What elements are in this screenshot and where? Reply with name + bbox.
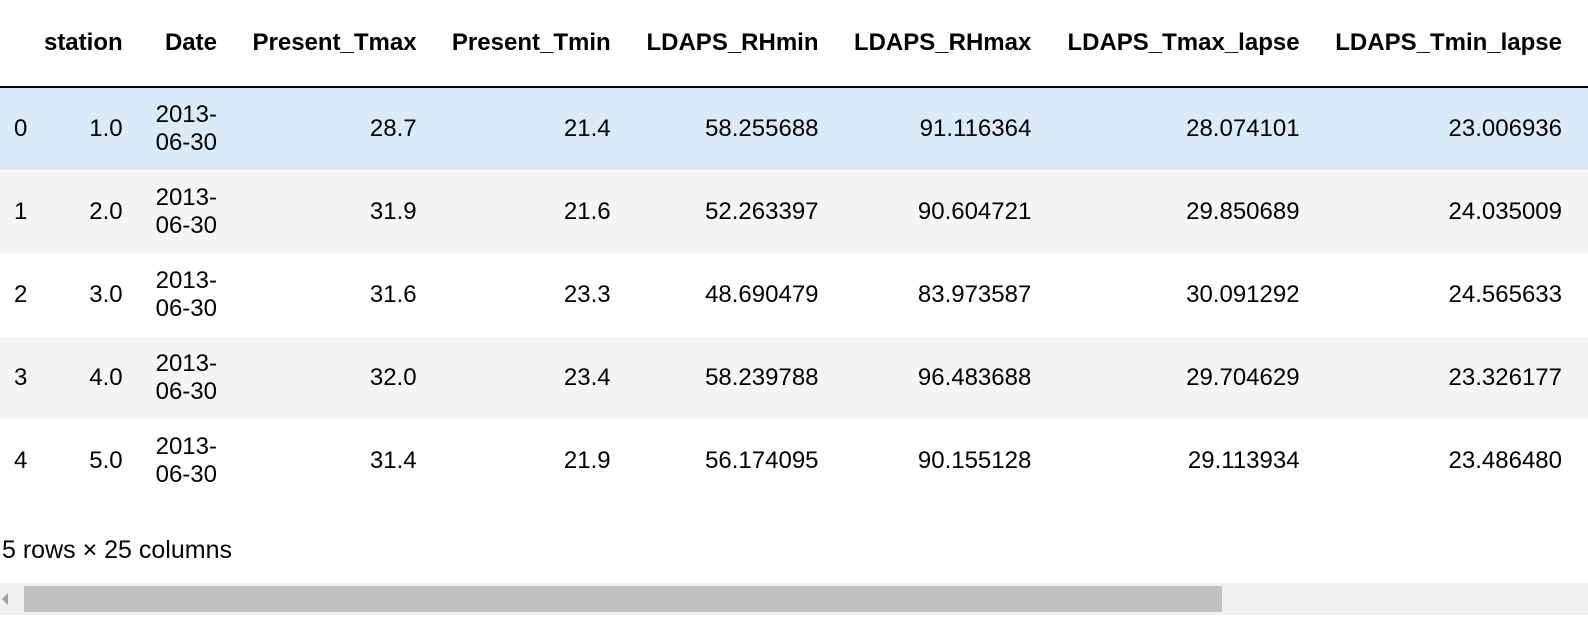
dataframe-table: station Date Present_Tmax Present_Tmin L… xyxy=(0,0,1588,503)
cell-ldaps-tmin-lapse: 23.486480 xyxy=(1325,419,1588,503)
cell-present-tmin: 21.9 xyxy=(442,419,637,503)
cell-ldaps-rhmax: 83.973587 xyxy=(844,253,1058,337)
cell-present-tmax: 31.9 xyxy=(242,170,443,254)
cell-date: 2013- 06-30 xyxy=(148,419,243,503)
cell-present-tmax: 28.7 xyxy=(242,87,443,171)
header-ldaps-rhmax: LDAPS_RHmax xyxy=(844,0,1058,88)
dataframe-shape-summary: 5 rows × 25 columns xyxy=(2,536,232,564)
scrollbar-thumb[interactable] xyxy=(24,586,1222,612)
date-part-1: 2013- xyxy=(155,350,217,377)
date-part-2: 06-30 xyxy=(155,295,217,322)
cell-ldaps-tmax-lapse: 30.091292 xyxy=(1057,253,1326,337)
header-index xyxy=(0,0,34,88)
date-part-2: 06-30 xyxy=(155,378,217,405)
cell-ldaps-rhmin: 58.239788 xyxy=(636,336,845,420)
header-present-tmax: Present_Tmax xyxy=(242,0,443,88)
header-ldaps-tmin-lapse: LDAPS_Tmin_lapse xyxy=(1325,0,1588,88)
date-part-1: 2013- xyxy=(155,433,217,460)
cell-station: 5.0 xyxy=(33,419,149,503)
cell-ldaps-tmax-lapse: 29.704629 xyxy=(1057,336,1326,420)
horizontal-scrollbar[interactable] xyxy=(0,583,1588,615)
cell-present-tmax: 31.4 xyxy=(242,419,443,503)
row-index: 3 xyxy=(0,336,34,420)
cell-ldaps-tmax-lapse: 29.850689 xyxy=(1057,170,1326,254)
dataframe-table-wrapper: station Date Present_Tmax Present_Tmin L… xyxy=(0,0,1588,503)
row-index: 0 xyxy=(0,87,34,171)
table-row[interactable]: 3 4.0 2013- 06-30 32.0 23.4 58.239788 96.… xyxy=(0,336,1588,420)
row-index: 4 xyxy=(0,419,34,503)
table-row[interactable]: 4 5.0 2013- 06-30 31.4 21.9 56.174095 90.… xyxy=(0,419,1588,503)
cell-present-tmax: 32.0 xyxy=(242,336,443,420)
header-date: Date xyxy=(148,0,243,88)
cell-present-tmin: 21.4 xyxy=(442,87,637,171)
cell-ldaps-tmin-lapse: 24.565633 xyxy=(1325,253,1588,337)
cell-ldaps-rhmin: 48.690479 xyxy=(636,253,845,337)
cell-station: 1.0 xyxy=(33,87,149,171)
cell-ldaps-rhmin: 52.263397 xyxy=(636,170,845,254)
cell-ldaps-rhmax: 90.155128 xyxy=(844,419,1058,503)
row-index: 1 xyxy=(0,170,34,254)
cell-ldaps-tmax-lapse: 29.113934 xyxy=(1057,419,1326,503)
table-row[interactable]: 0 1.0 2013- 06-30 28.7 21.4 58.255688 91.… xyxy=(0,87,1588,171)
header-row: station Date Present_Tmax Present_Tmin L… xyxy=(0,0,1588,88)
table-body: 0 1.0 2013- 06-30 28.7 21.4 58.255688 91.… xyxy=(0,87,1588,503)
table-header: station Date Present_Tmax Present_Tmin L… xyxy=(0,0,1588,88)
date-part-1: 2013- xyxy=(155,267,217,294)
cell-date: 2013- 06-30 xyxy=(148,170,243,254)
cell-ldaps-tmin-lapse: 23.006936 xyxy=(1325,87,1588,171)
cell-ldaps-tmin-lapse: 24.035009 xyxy=(1325,170,1588,254)
cell-station: 4.0 xyxy=(33,336,149,420)
cell-ldaps-rhmax: 90.604721 xyxy=(844,170,1058,254)
date-part-2: 06-30 xyxy=(155,461,217,488)
row-index: 2 xyxy=(0,253,34,337)
date-part-1: 2013- xyxy=(155,184,217,211)
cell-ldaps-rhmax: 91.116364 xyxy=(844,87,1058,171)
header-ldaps-rhmin: LDAPS_RHmin xyxy=(636,0,845,88)
cell-date: 2013- 06-30 xyxy=(148,253,243,337)
date-part-2: 06-30 xyxy=(155,212,217,239)
cell-present-tmin: 23.4 xyxy=(442,336,637,420)
cell-ldaps-rhmin: 56.174095 xyxy=(636,419,845,503)
header-ldaps-tmax-lapse: LDAPS_Tmax_lapse xyxy=(1057,0,1326,88)
cell-ldaps-rhmax: 96.483688 xyxy=(844,336,1058,420)
cell-ldaps-rhmin: 58.255688 xyxy=(636,87,845,171)
chevron-left-icon[interactable] xyxy=(2,593,8,605)
table-row[interactable]: 1 2.0 2013- 06-30 31.9 21.6 52.263397 90.… xyxy=(0,170,1588,254)
header-station: station xyxy=(33,0,149,88)
cell-date: 2013- 06-30 xyxy=(148,336,243,420)
cell-present-tmin: 23.3 xyxy=(442,253,637,337)
date-part-2: 06-30 xyxy=(155,129,217,156)
cell-station: 2.0 xyxy=(33,170,149,254)
cell-ldaps-tmin-lapse: 23.326177 xyxy=(1325,336,1588,420)
cell-present-tmin: 21.6 xyxy=(442,170,637,254)
cell-station: 3.0 xyxy=(33,253,149,337)
header-present-tmin: Present_Tmin xyxy=(442,0,637,88)
cell-present-tmax: 31.6 xyxy=(242,253,443,337)
cell-ldaps-tmax-lapse: 28.074101 xyxy=(1057,87,1326,171)
date-part-1: 2013- xyxy=(155,101,217,128)
cell-date: 2013- 06-30 xyxy=(148,87,243,171)
table-row[interactable]: 2 3.0 2013- 06-30 31.6 23.3 48.690479 83.… xyxy=(0,253,1588,337)
